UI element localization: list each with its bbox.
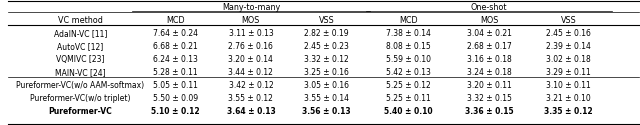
Text: 7.38 ± 0.14: 7.38 ± 0.14 — [387, 29, 431, 38]
Text: 3.11 ± 0.13: 3.11 ± 0.13 — [228, 29, 273, 38]
Text: AutoVC [12]: AutoVC [12] — [57, 42, 104, 51]
Text: 3.20 ± 0.11: 3.20 ± 0.11 — [467, 81, 511, 90]
Text: 2.39 ± 0.14: 2.39 ± 0.14 — [546, 42, 591, 51]
Text: 3.32 ± 0.12: 3.32 ± 0.12 — [304, 55, 349, 64]
Text: MAIN-VC [24]: MAIN-VC [24] — [55, 68, 106, 77]
Text: 5.50 ± 0.09: 5.50 ± 0.09 — [152, 94, 198, 103]
Text: 5.40 ± 0.10: 5.40 ± 0.10 — [385, 107, 433, 116]
Text: 3.05 ± 0.16: 3.05 ± 0.16 — [304, 81, 349, 90]
Text: MCD: MCD — [166, 16, 184, 25]
Text: 3.55 ± 0.12: 3.55 ± 0.12 — [228, 94, 273, 103]
Text: 3.29 ± 0.11: 3.29 ± 0.11 — [546, 68, 591, 77]
Text: 3.55 ± 0.14: 3.55 ± 0.14 — [304, 94, 349, 103]
Text: VQMIVC [23]: VQMIVC [23] — [56, 55, 104, 64]
Text: Pureformer-VC: Pureformer-VC — [49, 107, 112, 116]
Text: 3.02 ± 0.18: 3.02 ± 0.18 — [546, 55, 591, 64]
Text: 3.04 ± 0.21: 3.04 ± 0.21 — [467, 29, 511, 38]
Text: 3.64 ± 0.13: 3.64 ± 0.13 — [227, 107, 275, 116]
Text: 5.10 ± 0.12: 5.10 ± 0.12 — [151, 107, 200, 116]
Text: MOS: MOS — [480, 16, 498, 25]
Text: 6.24 ± 0.13: 6.24 ± 0.13 — [153, 55, 198, 64]
Text: 2.45 ± 0.23: 2.45 ± 0.23 — [304, 42, 349, 51]
Text: 8.08 ± 0.15: 8.08 ± 0.15 — [387, 42, 431, 51]
Text: 2.45 ± 0.16: 2.45 ± 0.16 — [546, 29, 591, 38]
Text: 3.35 ± 0.12: 3.35 ± 0.12 — [544, 107, 593, 116]
Text: 6.68 ± 0.21: 6.68 ± 0.21 — [153, 42, 198, 51]
Text: 3.42 ± 0.12: 3.42 ± 0.12 — [228, 81, 273, 90]
Text: 5.28 ± 0.11: 5.28 ± 0.11 — [153, 68, 197, 77]
Text: 5.25 ± 0.12: 5.25 ± 0.12 — [387, 81, 431, 90]
Text: One-shot: One-shot — [470, 3, 507, 12]
Text: 3.16 ± 0.18: 3.16 ± 0.18 — [467, 55, 511, 64]
Text: 3.21 ± 0.10: 3.21 ± 0.10 — [546, 94, 591, 103]
Text: 3.10 ± 0.11: 3.10 ± 0.11 — [546, 81, 591, 90]
Text: 3.25 ± 0.16: 3.25 ± 0.16 — [304, 68, 349, 77]
Text: 3.24 ± 0.18: 3.24 ± 0.18 — [467, 68, 511, 77]
Text: 5.25 ± 0.11: 5.25 ± 0.11 — [387, 94, 431, 103]
Text: 3.20 ± 0.14: 3.20 ± 0.14 — [228, 55, 273, 64]
Text: 3.36 ± 0.15: 3.36 ± 0.15 — [465, 107, 513, 116]
Text: 3.32 ± 0.15: 3.32 ± 0.15 — [467, 94, 511, 103]
Text: Pureformer-VC(w/o triplet): Pureformer-VC(w/o triplet) — [30, 94, 131, 103]
Text: 7.64 ± 0.24: 7.64 ± 0.24 — [152, 29, 198, 38]
Text: VSS: VSS — [319, 16, 335, 25]
Text: 5.59 ± 0.10: 5.59 ± 0.10 — [387, 55, 431, 64]
Text: 3.44 ± 0.12: 3.44 ± 0.12 — [228, 68, 273, 77]
Text: 2.82 ± 0.19: 2.82 ± 0.19 — [305, 29, 349, 38]
Text: MOS: MOS — [242, 16, 260, 25]
Text: VC method: VC method — [58, 16, 103, 25]
Text: 5.05 ± 0.11: 5.05 ± 0.11 — [153, 81, 198, 90]
Text: 5.42 ± 0.13: 5.42 ± 0.13 — [387, 68, 431, 77]
Text: AdaIN-VC [11]: AdaIN-VC [11] — [54, 29, 107, 38]
Text: 2.68 ± 0.17: 2.68 ± 0.17 — [467, 42, 511, 51]
Text: VSS: VSS — [561, 16, 577, 25]
Text: Many-to-many: Many-to-many — [221, 3, 280, 12]
Text: 3.56 ± 0.13: 3.56 ± 0.13 — [302, 107, 351, 116]
Text: 2.76 ± 0.16: 2.76 ± 0.16 — [228, 42, 273, 51]
Text: MCD: MCD — [399, 16, 418, 25]
Text: Pureformer-VC(w/o AAM-softmax): Pureformer-VC(w/o AAM-softmax) — [16, 81, 145, 90]
